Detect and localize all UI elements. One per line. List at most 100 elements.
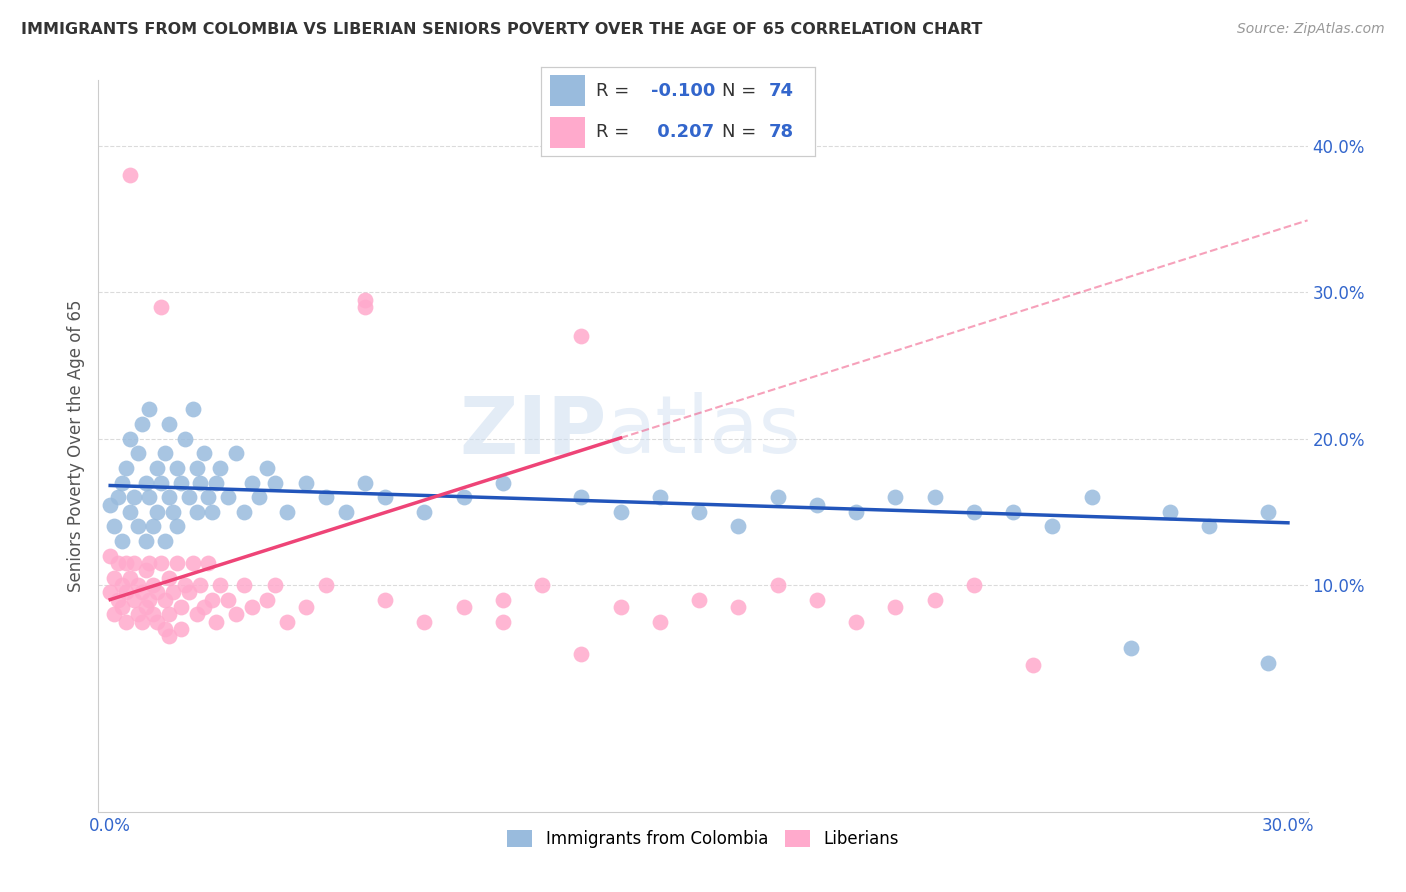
Text: IMMIGRANTS FROM COLOMBIA VS LIBERIAN SENIORS POVERTY OVER THE AGE OF 65 CORRELAT: IMMIGRANTS FROM COLOMBIA VS LIBERIAN SEN… bbox=[21, 22, 983, 37]
Point bbox=[806, 498, 828, 512]
Point bbox=[201, 592, 224, 607]
Point bbox=[98, 549, 121, 563]
Point bbox=[225, 607, 247, 622]
Point bbox=[963, 505, 986, 519]
Point bbox=[1257, 656, 1279, 670]
Point bbox=[150, 475, 173, 490]
Point bbox=[247, 490, 270, 504]
Point bbox=[127, 607, 149, 622]
Point bbox=[131, 417, 153, 431]
Point bbox=[146, 505, 169, 519]
Point bbox=[173, 432, 195, 446]
Point bbox=[1002, 505, 1025, 519]
Text: 74: 74 bbox=[769, 81, 794, 100]
Point bbox=[103, 571, 125, 585]
Point bbox=[138, 490, 160, 504]
Point bbox=[609, 505, 631, 519]
Point bbox=[138, 402, 160, 417]
Point bbox=[492, 475, 515, 490]
Point bbox=[315, 490, 337, 504]
Point bbox=[166, 519, 188, 533]
Point bbox=[118, 169, 141, 183]
Point bbox=[98, 585, 121, 599]
FancyBboxPatch shape bbox=[550, 117, 585, 148]
Point bbox=[240, 599, 263, 614]
Point bbox=[153, 622, 176, 636]
Point bbox=[232, 578, 254, 592]
Legend: Immigrants from Colombia, Liberians: Immigrants from Colombia, Liberians bbox=[501, 823, 905, 855]
Point bbox=[107, 592, 129, 607]
Point bbox=[170, 475, 193, 490]
Point bbox=[806, 592, 828, 607]
Point bbox=[142, 607, 165, 622]
Point bbox=[127, 446, 149, 460]
Point bbox=[569, 329, 592, 343]
Point bbox=[197, 556, 219, 570]
Point bbox=[264, 475, 287, 490]
Point bbox=[146, 585, 169, 599]
Point bbox=[127, 519, 149, 533]
Point bbox=[727, 599, 749, 614]
Point bbox=[181, 556, 204, 570]
Point bbox=[924, 490, 946, 504]
Point bbox=[115, 585, 138, 599]
Text: -0.100: -0.100 bbox=[651, 81, 716, 100]
Point bbox=[335, 505, 357, 519]
Point bbox=[157, 417, 180, 431]
Point bbox=[170, 599, 193, 614]
Point bbox=[1042, 519, 1064, 533]
Point bbox=[150, 300, 173, 314]
Point bbox=[225, 446, 247, 460]
FancyBboxPatch shape bbox=[550, 75, 585, 106]
Point bbox=[240, 475, 263, 490]
Point bbox=[1198, 519, 1220, 533]
Point bbox=[1022, 658, 1045, 673]
Point bbox=[98, 498, 121, 512]
Point bbox=[413, 615, 436, 629]
Point bbox=[766, 578, 789, 592]
Point bbox=[492, 592, 515, 607]
Point bbox=[111, 534, 134, 549]
Point bbox=[453, 599, 475, 614]
Point bbox=[205, 475, 228, 490]
Point bbox=[157, 607, 180, 622]
Point bbox=[173, 578, 195, 592]
Point bbox=[295, 475, 318, 490]
Point bbox=[190, 475, 212, 490]
Point bbox=[138, 592, 160, 607]
Point bbox=[135, 475, 157, 490]
Point bbox=[1159, 505, 1181, 519]
Point bbox=[354, 293, 377, 307]
Point bbox=[217, 592, 239, 607]
Point bbox=[884, 490, 907, 504]
Point bbox=[153, 592, 176, 607]
Point bbox=[107, 556, 129, 570]
Point bbox=[531, 578, 554, 592]
Point bbox=[924, 592, 946, 607]
Point bbox=[157, 629, 180, 643]
Point bbox=[122, 490, 145, 504]
Text: R =: R = bbox=[596, 123, 636, 142]
Text: Source: ZipAtlas.com: Source: ZipAtlas.com bbox=[1237, 22, 1385, 37]
Point bbox=[135, 534, 157, 549]
Point bbox=[1119, 640, 1142, 655]
Point bbox=[845, 615, 868, 629]
Point bbox=[569, 490, 592, 504]
Point bbox=[845, 505, 868, 519]
Point bbox=[205, 615, 228, 629]
Point bbox=[166, 461, 188, 475]
Point bbox=[146, 615, 169, 629]
Text: N =: N = bbox=[723, 81, 762, 100]
Point bbox=[135, 599, 157, 614]
Point bbox=[374, 490, 396, 504]
Point bbox=[1080, 490, 1102, 504]
Point bbox=[103, 607, 125, 622]
Point bbox=[609, 599, 631, 614]
Text: ZIP: ZIP bbox=[458, 392, 606, 470]
Text: N =: N = bbox=[723, 123, 762, 142]
Point bbox=[648, 615, 671, 629]
Point bbox=[118, 505, 141, 519]
Point bbox=[127, 578, 149, 592]
Point bbox=[354, 475, 377, 490]
Point bbox=[190, 578, 212, 592]
